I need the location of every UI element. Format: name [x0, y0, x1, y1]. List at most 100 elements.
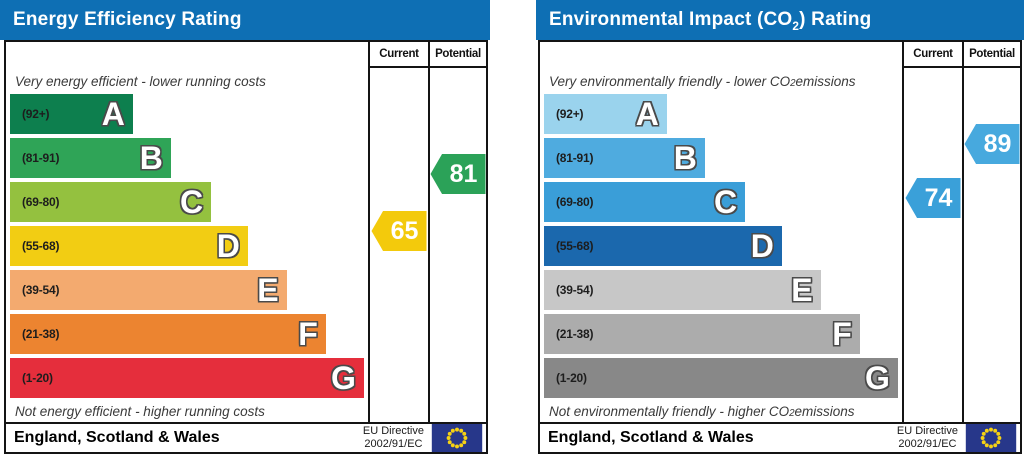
- current-rating-value: 74: [924, 183, 953, 212]
- region-label: England, Scotland & Wales: [548, 429, 754, 446]
- band-row-f: (21-38) F: [10, 312, 366, 356]
- band-e: (39-54) E: [544, 270, 821, 310]
- band-row-c: (69-80) C: [10, 180, 366, 224]
- co2-current-track: 74: [904, 68, 962, 422]
- energy-current-track: 65: [370, 68, 428, 422]
- band-range: (81-91): [556, 151, 594, 165]
- band-letter: D: [216, 228, 240, 264]
- energy-current-arrow: 65: [371, 211, 427, 251]
- band-letter: C: [714, 184, 738, 220]
- band-letter: G: [864, 360, 890, 396]
- band-range: (69-80): [556, 195, 594, 209]
- co2-potential-column: Potential 89: [962, 42, 1020, 422]
- band-letter: A: [101, 96, 125, 132]
- energy-efficiency-title: Energy Efficiency Rating: [0, 0, 490, 40]
- band-e: (39-54) E: [10, 270, 287, 310]
- energy-current-column: Current 65: [368, 42, 428, 422]
- band-row-e: (39-54) E: [10, 268, 366, 312]
- band-a: (92+) A: [10, 94, 133, 134]
- band-row-a: (92+) A: [10, 92, 366, 136]
- band-c: (69-80) C: [10, 182, 212, 222]
- band-row-a: (92+) A: [544, 92, 900, 136]
- title-text-post: ) Rating: [799, 9, 872, 30]
- environmental-impact-panel: Environmental Impact (CO 2) Rating Very e…: [536, 0, 1024, 454]
- band-row-d: (55-68) D: [10, 224, 366, 268]
- band-range: (55-68): [22, 239, 60, 253]
- energy-grid: Very energy efficient - lower running co…: [6, 42, 486, 422]
- band-row-c: (69-80) C: [544, 180, 900, 224]
- energy-efficiency-panel: Energy Efficiency Rating Very energy eff…: [0, 0, 490, 454]
- potential-rating-value: 89: [983, 129, 1012, 158]
- band-range: (81-91): [22, 151, 60, 165]
- potential-column-header: Potential: [430, 42, 486, 68]
- band-range: (92+): [556, 107, 584, 121]
- energy-band-column: Very energy efficient - lower running co…: [6, 42, 368, 422]
- band-g: (1-20) G: [544, 358, 898, 398]
- band-letter: G: [330, 360, 356, 396]
- band-row-f: (21-38) F: [544, 312, 900, 356]
- band-f: (21-38) F: [544, 314, 860, 354]
- co2-footer: England, Scotland & Wales EU Directive 2…: [540, 422, 1020, 452]
- potential-column-header: Potential: [964, 42, 1020, 68]
- energy-potential-column: Potential 81: [428, 42, 486, 422]
- band-letter: B: [673, 140, 697, 176]
- current-column-header: Current: [904, 42, 962, 68]
- title-subscript: 2: [792, 20, 800, 33]
- band-range: (39-54): [22, 283, 60, 297]
- band-g: (1-20) G: [10, 358, 364, 398]
- co2-current-arrow: 74: [905, 178, 961, 218]
- current-column-header: Current: [370, 42, 428, 68]
- band-range: (1-20): [22, 371, 53, 385]
- band-row-b: (81-91) B: [10, 136, 366, 180]
- energy-bands: (92+) A (81-91) B (69-80: [6, 92, 368, 400]
- band-a: (92+) A: [544, 94, 667, 134]
- band-letter: E: [791, 272, 813, 308]
- energy-caption-bottom: Not energy efficient - higher running co…: [15, 403, 265, 419]
- band-row-g: (1-20) G: [544, 356, 900, 400]
- co2-current-column: Current 74: [902, 42, 962, 422]
- eu-directive-label: EU Directive 2002/91/EC: [896, 424, 958, 450]
- co2-caption-bottom: Not environmentally friendly - higher CO…: [549, 403, 855, 420]
- energy-caption-top: Very energy efficient - lower running co…: [15, 73, 266, 89]
- eu-directive-label: EU Directive 2002/91/EC: [362, 424, 424, 450]
- band-range: (92+): [22, 107, 50, 121]
- energy-potential-arrow: 81: [430, 154, 486, 194]
- band-range: (55-68): [556, 239, 594, 253]
- title-text: Energy Efficiency Rating: [13, 9, 242, 30]
- band-c: (69-80) C: [544, 182, 746, 222]
- title-text: Environmental Impact (CO: [549, 9, 793, 30]
- band-f: (21-38) F: [10, 314, 326, 354]
- band-row-e: (39-54) E: [544, 268, 900, 312]
- co2-head-spacer: [540, 42, 902, 70]
- band-range: (21-38): [22, 327, 60, 341]
- co2-bands: (92+) A (81-91) B (69-80: [540, 92, 902, 400]
- energy-efficiency-table: Very energy efficient - lower running co…: [4, 40, 488, 454]
- eu-flag-icon: [431, 424, 483, 452]
- band-row-d: (55-68) D: [544, 224, 900, 268]
- band-row-g: (1-20) G: [10, 356, 366, 400]
- co2-potential-arrow: 89: [964, 124, 1020, 164]
- band-letter: B: [139, 140, 163, 176]
- co2-band-column: Very environmentally friendly - lower CO…: [540, 42, 902, 422]
- band-b: (81-91) B: [10, 138, 171, 178]
- band-letter: C: [180, 184, 204, 220]
- band-letter: F: [832, 316, 852, 352]
- band-letter: A: [635, 96, 659, 132]
- band-row-b: (81-91) B: [544, 136, 900, 180]
- environmental-impact-table: Very environmentally friendly - lower CO…: [538, 40, 1022, 454]
- region-label: England, Scotland & Wales: [14, 429, 220, 446]
- band-range: (69-80): [22, 195, 60, 209]
- co2-grid: Very environmentally friendly - lower CO…: [540, 42, 1020, 422]
- energy-head-spacer: [6, 42, 368, 70]
- environmental-impact-title: Environmental Impact (CO 2) Rating: [536, 0, 1024, 40]
- energy-potential-track: 81: [430, 68, 486, 422]
- energy-footer: England, Scotland & Wales EU Directive 2…: [6, 422, 486, 452]
- band-d: (55-68) D: [544, 226, 782, 266]
- current-rating-value: 65: [390, 216, 419, 245]
- band-letter: D: [750, 228, 774, 264]
- band-range: (21-38): [556, 327, 594, 341]
- eu-flag-icon: [965, 424, 1017, 452]
- co2-potential-track: 89: [964, 68, 1020, 422]
- band-letter: E: [257, 272, 279, 308]
